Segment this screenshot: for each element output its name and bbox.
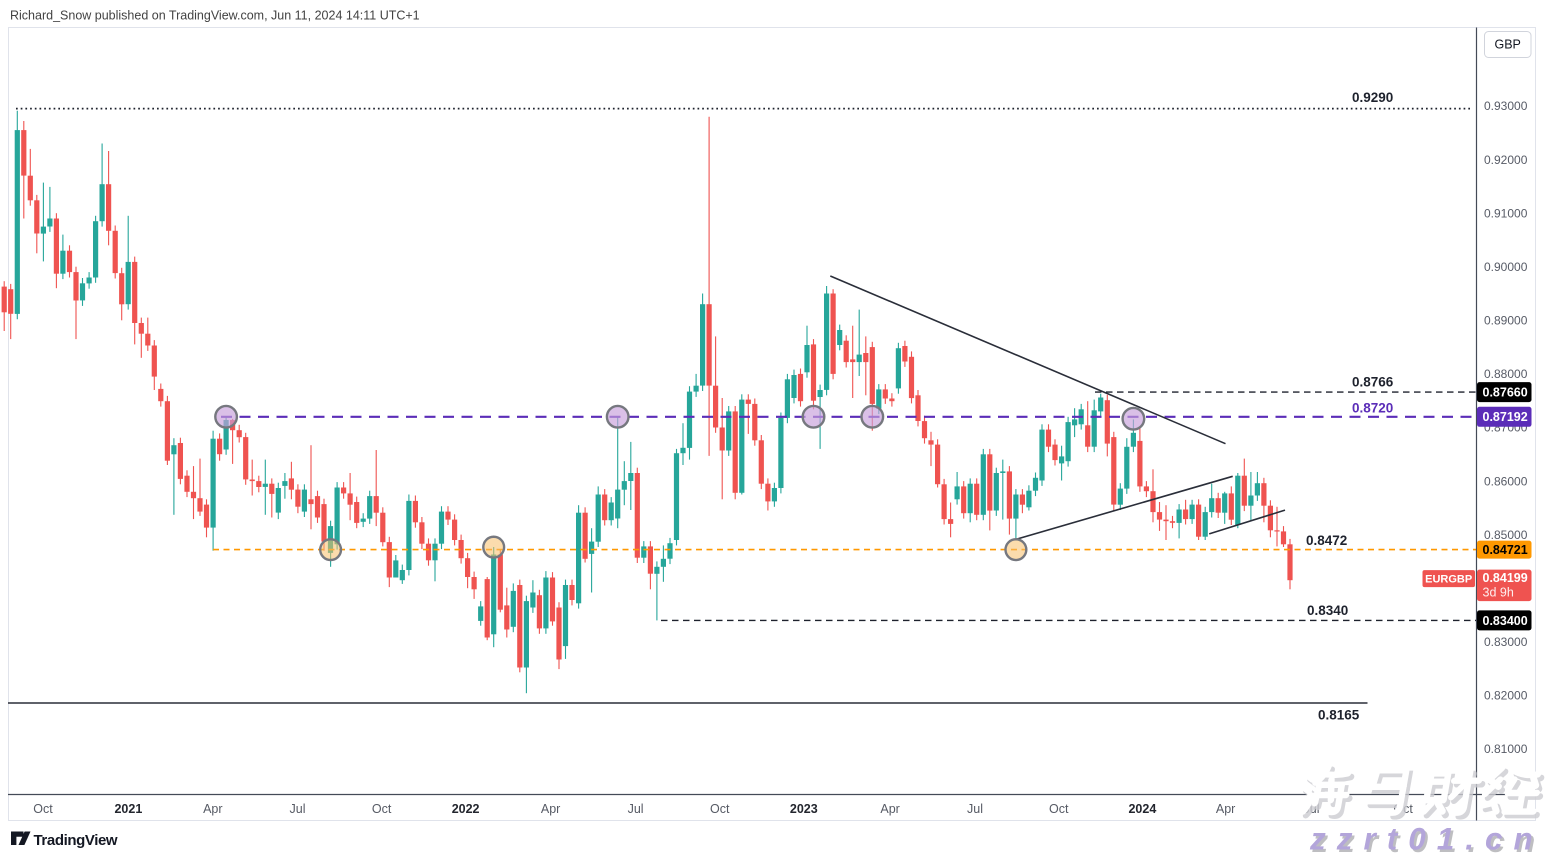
svg-text:Oct: Oct bbox=[372, 802, 392, 816]
svg-text:2024: 2024 bbox=[1128, 802, 1156, 816]
svg-text:3d 9h: 3d 9h bbox=[1483, 586, 1514, 600]
svg-text:0.82000: 0.82000 bbox=[1484, 689, 1528, 703]
svg-text:0.81000: 0.81000 bbox=[1484, 742, 1528, 756]
svg-text:0.85000: 0.85000 bbox=[1484, 528, 1528, 542]
svg-text:0.8720: 0.8720 bbox=[1352, 400, 1393, 415]
svg-text:0.8165: 0.8165 bbox=[1318, 708, 1360, 723]
svg-text:0.8766: 0.8766 bbox=[1352, 375, 1394, 390]
svg-text:0.86000: 0.86000 bbox=[1484, 474, 1528, 488]
svg-text:0.83000: 0.83000 bbox=[1484, 635, 1528, 649]
svg-text:zzrt01.cn: zzrt01.cn bbox=[1309, 821, 1544, 857]
svg-text:Jul: Jul bbox=[290, 802, 306, 816]
svg-text:0.92000: 0.92000 bbox=[1484, 153, 1528, 167]
svg-text:0.88000: 0.88000 bbox=[1484, 367, 1528, 381]
svg-text:Jul: Jul bbox=[628, 802, 644, 816]
svg-text:0.87192: 0.87192 bbox=[1483, 410, 1528, 424]
svg-text:0.83400: 0.83400 bbox=[1483, 614, 1528, 628]
svg-text:Oct: Oct bbox=[1049, 802, 1069, 816]
svg-text:EURGBP: EURGBP bbox=[1425, 574, 1472, 586]
svg-text:0.91000: 0.91000 bbox=[1484, 206, 1528, 220]
svg-text:Apr: Apr bbox=[1216, 802, 1235, 816]
svg-text:0.84721: 0.84721 bbox=[1483, 543, 1528, 557]
svg-text:0.90000: 0.90000 bbox=[1484, 260, 1528, 274]
svg-text:GBP: GBP bbox=[1494, 38, 1520, 52]
svg-text:2022: 2022 bbox=[452, 802, 480, 816]
svg-text:Apr: Apr bbox=[880, 802, 899, 816]
svg-text:Richard_Snow published on Trad: Richard_Snow published on TradingView.co… bbox=[10, 9, 420, 23]
svg-text:0.84199: 0.84199 bbox=[1483, 571, 1528, 585]
svg-text:2023: 2023 bbox=[790, 802, 818, 816]
svg-text:Oct: Oct bbox=[33, 802, 53, 816]
svg-text:zzrt01.cn: zzrt01.cn bbox=[1311, 823, 1546, 857]
svg-text:Jul: Jul bbox=[967, 802, 983, 816]
svg-text:TradingView: TradingView bbox=[34, 832, 118, 849]
svg-text:0.89000: 0.89000 bbox=[1484, 314, 1528, 328]
svg-text:Oct: Oct bbox=[710, 802, 730, 816]
svg-text:Apr: Apr bbox=[203, 802, 222, 816]
svg-text:0.87660: 0.87660 bbox=[1483, 386, 1528, 400]
svg-text:0.8472: 0.8472 bbox=[1306, 533, 1347, 548]
svg-text:0.9290: 0.9290 bbox=[1352, 90, 1393, 105]
svg-text:0.8340: 0.8340 bbox=[1307, 603, 1348, 618]
svg-text:0.93000: 0.93000 bbox=[1484, 99, 1528, 113]
svg-text:2021: 2021 bbox=[114, 802, 142, 816]
svg-text:Apr: Apr bbox=[541, 802, 560, 816]
